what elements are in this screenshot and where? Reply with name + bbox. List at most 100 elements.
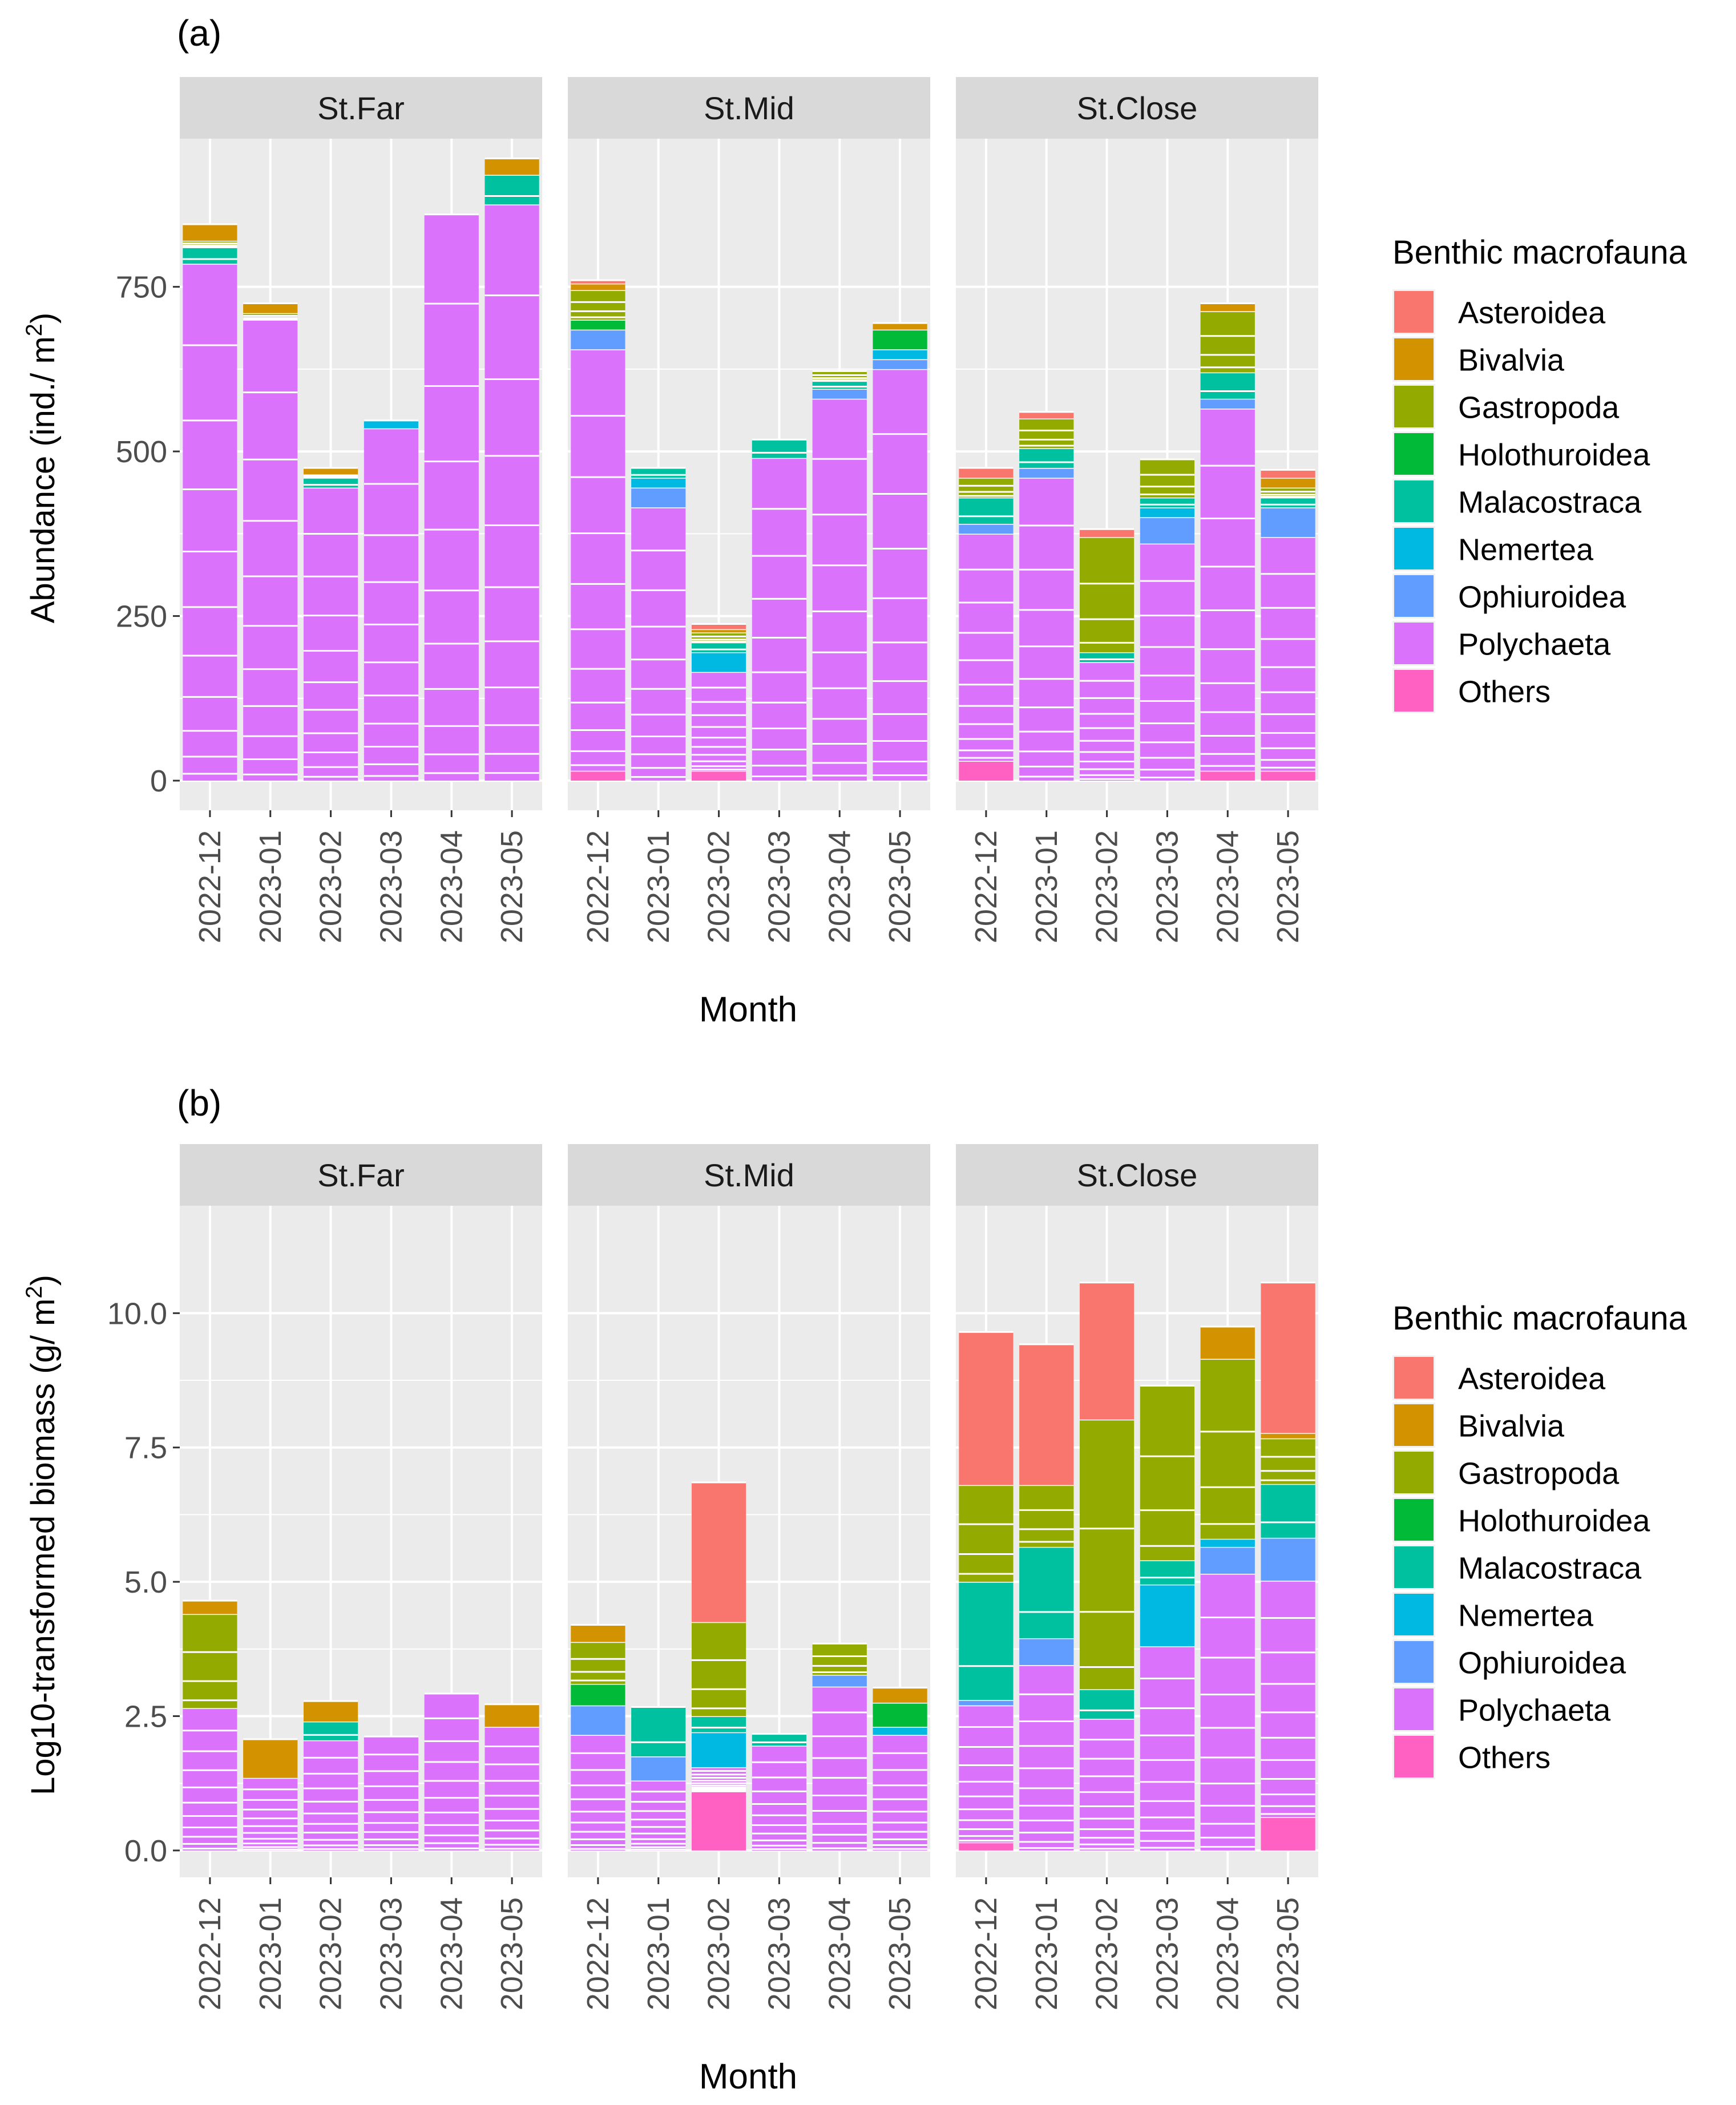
bar-segment-ophiuroidea — [1200, 398, 1255, 409]
bar-segment-nemertea — [691, 652, 746, 672]
bar-segment-polychaeta — [752, 458, 807, 781]
bar-segment-holothuroidea — [571, 1684, 625, 1706]
facet-st-mid: St.Mid 2022-12 2023-01 2023-02 2023-03 2023-0… — [568, 1144, 930, 2010]
panel-a-label: (a) — [177, 13, 221, 54]
plot-background — [180, 1206, 542, 1877]
bar-segment-others — [1200, 770, 1255, 781]
bar-segment-bivalvia — [1200, 303, 1255, 312]
bar-segment-polychaeta — [303, 487, 358, 781]
x-tick-label: 2023-05 — [1271, 830, 1305, 943]
x-tick-label: 2023-01 — [1030, 830, 1064, 943]
panel-b-x-axis-title: Month — [699, 2057, 797, 2096]
legend-swatch-polychaeta — [1394, 623, 1434, 664]
legend-swatch-ophiuroidea — [1394, 575, 1434, 617]
legend-swatch-nemertea — [1394, 1594, 1434, 1635]
facet-strip-label: St.Mid — [704, 90, 794, 126]
panel-a-ylabel-end: ) — [25, 313, 62, 324]
bar-segment-asteroidea — [691, 624, 746, 629]
bar-segment-polychaeta — [1019, 478, 1074, 781]
bar-2023-02 — [303, 467, 358, 781]
bar-segment-gastropoda — [812, 1643, 867, 1675]
plot-background — [568, 1206, 930, 1877]
legend-label-gastropoda: Gastropoda — [1458, 1457, 1620, 1491]
bar-segment-polychaeta — [1079, 662, 1135, 781]
x-tick-label: 2022-12 — [581, 830, 615, 943]
facet-strip-label: St.Close — [1077, 90, 1198, 126]
legend-swatch-gastropoda — [1394, 386, 1434, 427]
bar-2023-04 — [1200, 1326, 1255, 1851]
bar-2023-03 — [1140, 1384, 1195, 1851]
bar-2023-03 — [364, 1735, 419, 1851]
bar-segment-polychaeta — [812, 398, 867, 781]
bar-segment-bivalvia — [571, 1625, 625, 1642]
bar-segment-malacostraca — [1261, 497, 1315, 508]
bar-2023-03 — [1140, 458, 1195, 781]
panel-a-plot: St.Far 2022-12 2023-01 2023-02 2023-03 2023-0… — [116, 77, 1318, 943]
bar-segment-bivalvia — [183, 1601, 237, 1614]
bar-segment-polychaeta — [424, 1693, 479, 1851]
bar-segment-others — [691, 1791, 746, 1851]
bar-2023-04 — [424, 213, 479, 781]
bar-segment-holothuroidea — [571, 320, 625, 330]
legend-swatch-holothuroidea — [1394, 1499, 1434, 1541]
bar-segment-gastropoda — [1140, 459, 1195, 498]
bar-segment-ophiuroidea — [1140, 517, 1195, 544]
bar-segment-bivalvia — [873, 1687, 927, 1703]
bar-segment-nemertea — [364, 420, 419, 429]
legend-label-bivalvia: Bivalvia — [1458, 1409, 1565, 1444]
legend-label-malacostraca: Malacostraca — [1458, 1552, 1642, 1586]
bar-segment-others — [959, 1842, 1014, 1851]
panel-b-ylabel-sup: 2 — [22, 1286, 47, 1298]
x-tick-label: 2023-05 — [495, 830, 529, 943]
bar-segment-asteroidea — [1261, 470, 1315, 478]
x-tick-label: 2023-04 — [1210, 1897, 1245, 2010]
x-tick-label: 2023-05 — [495, 1897, 529, 2010]
bar-segment-malacostraca — [752, 1734, 807, 1746]
bar-segment-asteroidea — [959, 1332, 1014, 1485]
bar-segment-gastropoda — [959, 478, 1014, 498]
bar-segment-polychaeta — [812, 1686, 867, 1851]
bar-segment-ophiuroidea — [631, 1756, 686, 1781]
y-tick-label: 0.0 — [124, 1834, 167, 1868]
legend-swatch-asteroidea — [1394, 291, 1434, 333]
bar-2022-12 — [571, 1623, 625, 1851]
bar-segment-malacostraca — [1261, 1484, 1315, 1538]
legend-swatch-malacostraca — [1394, 480, 1434, 522]
bar-2023-02 — [1079, 1282, 1135, 1851]
bar-segment-asteroidea — [959, 467, 1014, 478]
y-tick-label: 5.0 — [124, 1565, 167, 1599]
bar-segment-asteroidea — [1079, 529, 1135, 538]
x-tick-label: 2023-02 — [702, 830, 736, 943]
bar-2023-03 — [752, 1733, 807, 1851]
bar-segment-gastropoda — [1019, 418, 1074, 449]
bar-2023-05 — [873, 1687, 927, 1851]
bar-segment-asteroidea — [1261, 1282, 1315, 1433]
bar-segment-polychaeta — [1019, 1665, 1074, 1851]
bar-2023-05 — [485, 1703, 539, 1851]
x-tick-label: 2023-02 — [702, 1897, 736, 2010]
bar-2023-01 — [243, 302, 298, 781]
y-tick-label: 250 — [116, 600, 167, 634]
facet-strip — [956, 77, 1318, 139]
bar-segment-ophiuroidea — [812, 389, 867, 399]
bar-segment-gastropoda — [691, 1622, 746, 1716]
bar-segment-gastropoda — [959, 1485, 1014, 1582]
bar-segment-nemertea — [691, 1732, 746, 1767]
bar-segment-bivalvia — [303, 467, 358, 475]
bar-segment-polychaeta — [1140, 1646, 1195, 1851]
legend-label-gastropoda: Gastropoda — [1458, 391, 1620, 425]
bar-segment-gastropoda — [571, 290, 625, 320]
bar-segment-malacostraca — [959, 497, 1014, 524]
legend-label-ophiuroidea: Ophiuroidea — [1458, 580, 1626, 615]
legend-swatch-bivalvia — [1394, 338, 1434, 380]
bar-segment-malacostraca — [1019, 448, 1074, 468]
bar-segment-polychaeta — [873, 1735, 927, 1851]
bar-2023-01 — [631, 467, 686, 781]
x-tick-label: 2023-03 — [1150, 1897, 1184, 2010]
panel-b-ylabel-end: ) — [25, 1275, 62, 1286]
bar-segment-polychaeta — [571, 349, 625, 771]
panel-a-ylabel-main: Abundance (ind./ m — [25, 336, 62, 623]
